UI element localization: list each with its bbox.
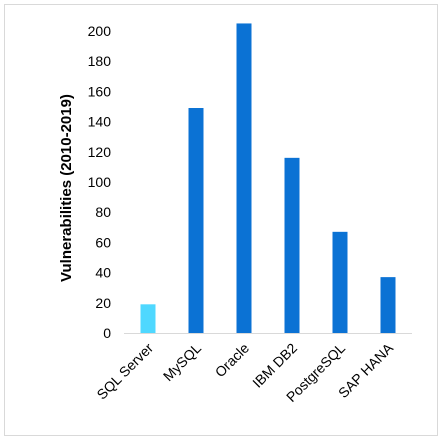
y-tick-label: 180 — [88, 53, 112, 69]
y-tick-label: 80 — [95, 204, 111, 220]
x-tick-label: Oracle — [212, 340, 253, 381]
chart-frame — [4, 4, 438, 436]
bars — [140, 23, 396, 333]
y-tick-label: 40 — [95, 265, 111, 281]
bar-mysql — [188, 108, 204, 333]
y-tick-label: 140 — [88, 114, 112, 130]
y-axis-ticks: 0 20 40 60 80 100 120 140 160 180 200 — [88, 23, 112, 341]
y-tick-label: 100 — [88, 174, 112, 190]
y-tick-label: 0 — [103, 325, 111, 341]
x-tick-label: SQL Server — [93, 340, 156, 403]
y-axis-label: Vulnerabilities (2010-2019) — [58, 94, 75, 282]
bar-sap-hana — [380, 277, 396, 333]
y-tick-label: 160 — [88, 83, 112, 99]
bar-postgresql — [332, 231, 348, 333]
y-tick-label: 200 — [88, 23, 112, 39]
bar-oracle — [236, 23, 252, 333]
y-tick-label: 120 — [88, 144, 112, 160]
y-tick-label: 20 — [95, 295, 111, 311]
bar-sql-server — [140, 304, 156, 333]
y-tick-label: 60 — [95, 234, 111, 250]
bar-ibm-db2 — [284, 157, 300, 333]
x-tick-label: MySQL — [160, 340, 204, 384]
